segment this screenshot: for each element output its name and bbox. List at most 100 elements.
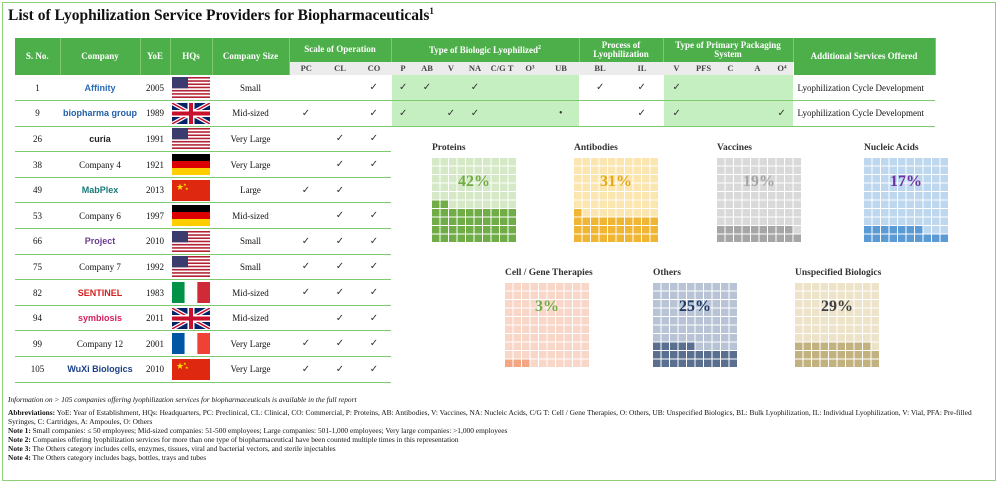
waffle-cell-empty	[785, 192, 793, 200]
row-hq: ★ ★ ★	[170, 177, 212, 204]
waffle-cell-empty	[854, 325, 862, 333]
waffle-label: Vaccines	[717, 143, 753, 153]
waffle-cell-empty	[712, 291, 720, 299]
waffle-cell-empty	[863, 291, 871, 299]
company-name: Company 6	[79, 210, 121, 221]
waffle-cell-empty	[650, 175, 658, 183]
waffle-cell-empty	[712, 317, 720, 325]
waffle-cell-empty	[940, 166, 948, 174]
check-mark: ✓	[301, 363, 311, 375]
row-company: Company 4	[60, 151, 140, 178]
row-yoe: 2013	[140, 177, 170, 204]
waffle-cell-empty	[564, 291, 572, 299]
waffle-cell-empty	[881, 217, 889, 225]
waffle-cell-filled	[508, 234, 516, 242]
waffle-cell-filled	[725, 226, 733, 234]
check-cell: ✓	[357, 305, 391, 332]
waffle-cell-empty	[712, 308, 720, 316]
waffle-cell-empty	[642, 158, 650, 166]
us-flag-icon	[172, 230, 210, 252]
check-mark: ✓	[335, 338, 345, 350]
waffle-cell-filled	[483, 226, 491, 234]
waffle-cell-empty	[616, 158, 624, 166]
waffle-cell-empty	[678, 300, 686, 308]
waffle-cell-filled	[759, 234, 767, 242]
waffle-cell-empty	[678, 334, 686, 342]
check-cell: ✓	[771, 100, 794, 127]
waffle-cell-empty	[846, 283, 854, 291]
row-yoe: 2001	[140, 330, 170, 358]
waffle-cell-empty	[513, 300, 521, 308]
row-hq	[170, 151, 212, 178]
waffle-cell-filled	[574, 217, 582, 225]
waffle-cell-filled	[829, 342, 837, 350]
waffle-cell-empty	[915, 158, 923, 166]
table-row: 49 MabPlex 2013 ★ ★ ★ Large ✓ ✓	[15, 177, 935, 204]
check-cell: ✓	[621, 100, 664, 127]
check-cell	[439, 75, 463, 102]
waffle-cell-empty	[872, 175, 880, 183]
check-mark: ✓	[637, 82, 646, 94]
waffle-cell-filled	[742, 234, 750, 242]
waffle-cell-empty	[564, 300, 572, 308]
waffle-cell-empty	[556, 283, 564, 291]
waffle-cell-empty	[776, 158, 784, 166]
waffle-cell-empty	[898, 175, 906, 183]
check-mark: ✓	[335, 210, 345, 222]
waffle-cell-empty	[898, 166, 906, 174]
waffle-cell-empty	[793, 158, 801, 166]
check-cell: ✓	[391, 100, 415, 127]
waffle-cell-empty	[547, 334, 555, 342]
check-mark: ✓	[369, 287, 379, 299]
waffle-label: Unspecified Biologics	[795, 268, 882, 278]
waffle-cell-empty	[785, 158, 793, 166]
table-row: 9 biopharma group 1989 Mid-sized ✓ ✓ ✓ ✓ ✓ • ✓ ✓ ✓ L…	[15, 100, 935, 127]
waffle-cell-empty	[616, 192, 624, 200]
waffle-cell-empty	[582, 183, 590, 191]
de-flag-icon	[172, 154, 210, 176]
waffle-cell-filled	[846, 351, 854, 359]
waffle-cell-empty	[599, 166, 607, 174]
waffle-cell-filled	[449, 234, 457, 242]
waffle-cell-empty	[742, 200, 750, 208]
waffle-cell-empty	[625, 175, 633, 183]
check-cell	[487, 75, 517, 102]
waffle-cell-empty	[871, 325, 879, 333]
waffle-cell-empty	[505, 283, 513, 291]
waffle-cell-empty	[466, 183, 474, 191]
waffle-cell-empty	[508, 166, 516, 174]
waffle-cell-filled	[633, 226, 641, 234]
waffle-cell-empty	[440, 183, 448, 191]
waffle-cell-filled	[759, 226, 767, 234]
waffle-cell-filled	[457, 234, 465, 242]
waffle-cell-filled	[591, 217, 599, 225]
waffle-cell-empty	[457, 158, 465, 166]
waffle-cell-empty	[522, 334, 530, 342]
waffle-cell-empty	[881, 200, 889, 208]
waffle-cell-empty	[940, 209, 948, 217]
waffle-cell-empty	[539, 291, 547, 299]
waffle-cell-filled	[574, 209, 582, 217]
waffle-cell-filled	[466, 234, 474, 242]
abbreviations: Abbreviations: YoE: Year of Establishmen…	[8, 408, 972, 427]
waffle-cell-filled	[785, 226, 793, 234]
check-cell	[744, 100, 771, 127]
row-company-size: Small	[212, 75, 289, 102]
waffle-cell-empty	[717, 200, 725, 208]
waffle-cell-filled	[863, 351, 871, 359]
subheader-6: NA	[463, 62, 487, 75]
waffle-cell-empty	[500, 192, 508, 200]
waffle-cell-empty	[582, 200, 590, 208]
waffle-cell-empty	[608, 166, 616, 174]
waffle-cell-empty	[556, 342, 564, 350]
subheader-15: A	[744, 62, 771, 75]
waffle-cell-empty	[491, 183, 499, 191]
waffle-cell-filled	[932, 234, 940, 242]
waffle-cell-empty	[872, 200, 880, 208]
row-sno: 99	[15, 330, 60, 358]
row-hq	[170, 202, 212, 230]
waffle-cell-empty	[466, 175, 474, 183]
check-cell: ✓	[357, 356, 391, 383]
row-company-size: Very Large	[212, 330, 289, 358]
check-mark: ✓	[301, 287, 311, 299]
